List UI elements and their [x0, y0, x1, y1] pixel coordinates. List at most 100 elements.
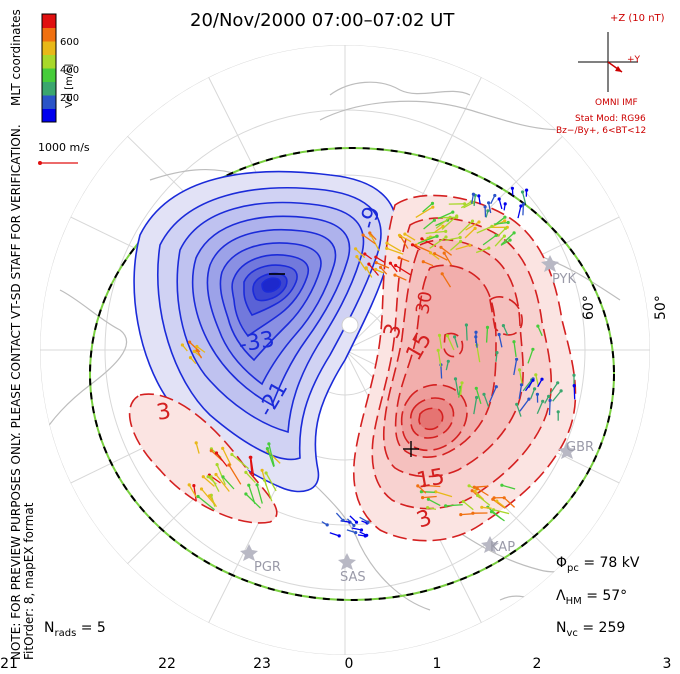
velocity-vector-origin — [248, 455, 252, 459]
velocity-vector — [201, 488, 215, 505]
velocity-vector — [423, 219, 435, 230]
station-star-sas — [338, 553, 356, 570]
velocity-vector — [494, 216, 506, 226]
colorbar-swatch — [42, 108, 56, 123]
velocity-vector — [210, 450, 223, 461]
velocity-vector — [530, 388, 536, 400]
velocity-vectors — [180, 186, 576, 538]
velocity-vector — [346, 518, 355, 526]
velocity-vector — [208, 495, 218, 508]
velocity-vector — [216, 464, 226, 486]
velocity-vector — [498, 334, 503, 348]
coordinates-label: MLT coordinates — [9, 9, 23, 106]
velocity-vector — [500, 239, 511, 246]
velocity-vector — [355, 248, 366, 259]
dawn-cell-center-marker — [403, 441, 419, 457]
velocity-vector — [535, 374, 539, 386]
velocity-vector — [434, 253, 448, 261]
velocity-vector — [522, 379, 533, 392]
station-star-kap — [481, 536, 499, 553]
imf-scale-label: +Z (10 nT) — [610, 13, 665, 24]
mlt-label: 3 — [662, 656, 672, 672]
velocity-vector — [415, 206, 434, 218]
imf-model: Stat Mod: RG96 — [575, 114, 646, 124]
velocity-vector — [215, 474, 230, 492]
radar-station-markers — [240, 255, 576, 570]
station-label-gbr: GBR — [566, 440, 595, 455]
velocity-vector — [386, 242, 402, 252]
velocity-vector — [441, 273, 452, 288]
velocity-vector — [424, 484, 441, 488]
velocity-vector — [404, 233, 416, 241]
velocity-vector — [394, 274, 407, 281]
velocity-vector — [434, 225, 444, 233]
scale-vector-label: 1000 m/s — [38, 141, 90, 154]
velocity-vector — [359, 516, 369, 523]
imf-source: OMNI IMF — [595, 98, 638, 108]
velocity-vector — [190, 357, 197, 365]
velocity-vector — [482, 234, 497, 246]
velocity-vector — [249, 457, 253, 475]
velocity-vector — [481, 506, 492, 509]
velocity-vector — [425, 230, 446, 235]
station-star-pyk — [541, 255, 559, 272]
velocity-vector — [485, 210, 489, 218]
colorbar-swatch — [42, 95, 56, 109]
contour-label: 15 — [415, 464, 447, 493]
velocity-vector — [321, 521, 328, 526]
velocity-vector — [524, 379, 534, 392]
velocity-vector — [459, 382, 463, 396]
stat-n-rads-value: = 5 — [80, 620, 106, 636]
velocity-vector — [549, 382, 559, 394]
colorbar-tick: 600 — [60, 37, 80, 48]
stat-lambda-hm: ΛHM = 57° — [556, 588, 628, 607]
stat-phi-pc-value: = 78 kV — [583, 555, 640, 571]
velocity-vector — [465, 324, 468, 341]
velocity-vector — [492, 498, 505, 509]
contour-label: 30 — [412, 290, 437, 316]
colorbar-swatch — [42, 68, 56, 82]
velocity-vector — [195, 442, 200, 454]
mlt-label: 21 — [0, 656, 18, 672]
velocity-vector — [476, 487, 489, 497]
velocity-vector — [445, 361, 449, 371]
velocity-vector — [478, 195, 481, 205]
colorbar-frame — [41, 13, 57, 123]
imf-condition: Bz−/By+, 6<BT<12 — [556, 126, 647, 136]
velocity-vector — [351, 527, 362, 531]
velocity-vector — [513, 359, 518, 376]
velocity-vector — [573, 385, 576, 400]
velocity-vector — [474, 485, 489, 488]
station-label-pyk: PYK — [552, 272, 577, 287]
colorbar-tick: 200 — [60, 93, 80, 104]
velocity-vector — [400, 236, 409, 249]
velocity-vector — [477, 494, 491, 506]
velocity-vector — [368, 263, 379, 276]
velocity-vector — [197, 495, 216, 511]
velocity-vector — [430, 252, 440, 260]
station-star-gbr — [558, 442, 576, 459]
velocity-vector — [361, 520, 368, 524]
velocity-vector — [445, 236, 461, 242]
velocity-vector — [518, 384, 523, 399]
pole-marker — [341, 316, 359, 334]
velocity-vector — [513, 341, 517, 357]
velocity-vector — [455, 244, 471, 251]
velocity-vector — [536, 401, 544, 414]
velocity-vector — [375, 268, 384, 274]
velocity-vector — [462, 500, 474, 511]
dawn-convection-cell — [352, 194, 577, 542]
colorbar — [41, 13, 57, 123]
velocity-vector — [475, 247, 490, 254]
contour-label: -33 — [237, 327, 277, 358]
velocity-vector — [519, 398, 530, 412]
velocity-vector — [503, 203, 506, 211]
velocity-vector — [500, 232, 515, 245]
contour-label: 3 — [155, 399, 173, 426]
fit-order-note: FitOrder: 8, mapEX format — [22, 502, 36, 660]
mlt-label: 2 — [532, 656, 542, 672]
velocity-vector — [497, 227, 506, 238]
velocity-vector — [265, 472, 277, 492]
velocity-vector — [263, 479, 273, 502]
velocity-vector — [537, 325, 543, 337]
